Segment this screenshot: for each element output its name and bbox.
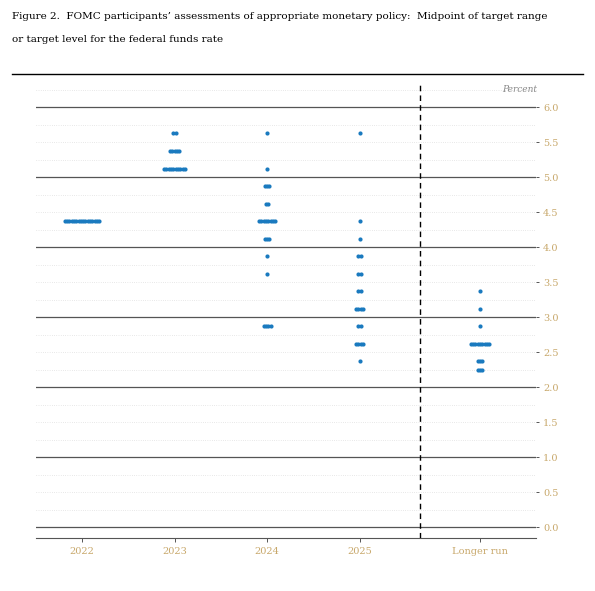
Text: Figure 2.  FOMC participants’ assessments of appropriate monetary policy:  Midpo: Figure 2. FOMC participants’ assessments… — [12, 12, 547, 21]
Text: Percent: Percent — [502, 85, 537, 94]
Text: or target level for the federal funds rate: or target level for the federal funds ra… — [12, 35, 223, 44]
